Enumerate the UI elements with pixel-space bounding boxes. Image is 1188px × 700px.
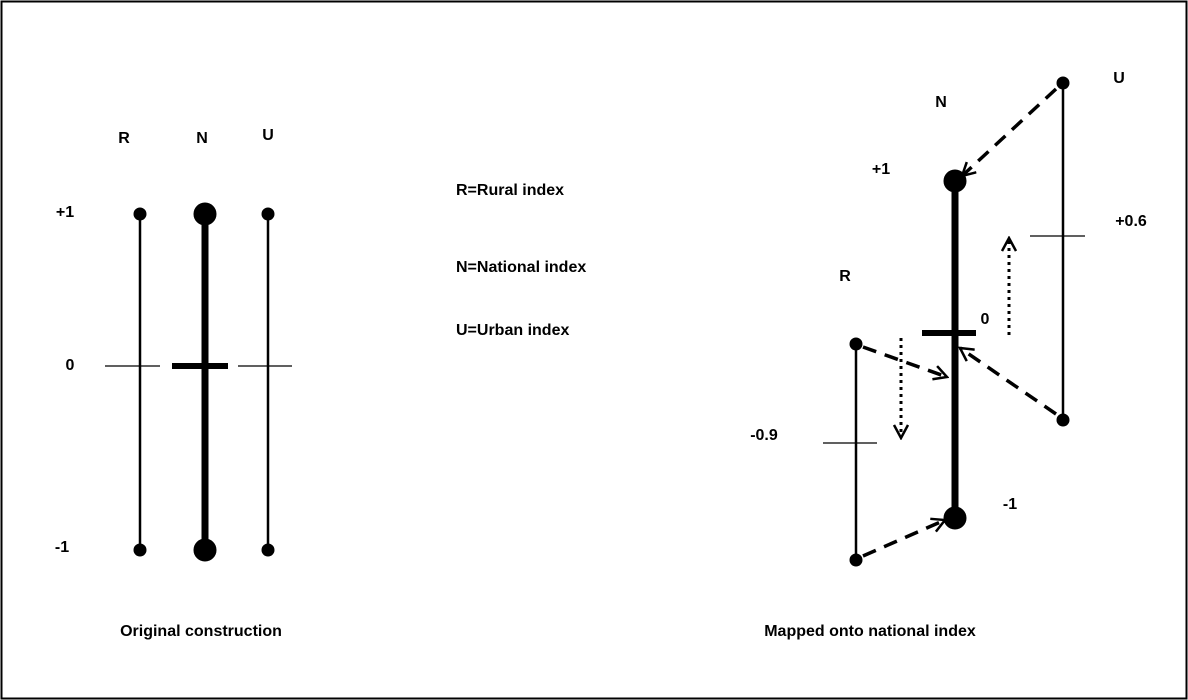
label: N	[935, 94, 947, 111]
legend-entry: N=National index	[456, 259, 586, 276]
tick-label: -1	[1003, 496, 1017, 513]
dot	[193, 202, 217, 226]
tick-label: +1	[872, 161, 890, 178]
caption: Mapped onto national index	[764, 623, 976, 640]
tick-label: +1	[56, 204, 74, 221]
tick-label: +0.6	[1115, 213, 1147, 230]
legend-entry: U=Urban index	[456, 322, 569, 339]
tick-label: 0	[66, 357, 75, 374]
dot	[261, 543, 275, 557]
dot	[133, 207, 147, 221]
dashed-arrow	[960, 348, 1057, 416]
dot	[193, 538, 217, 562]
legend-entry: R=Rural index	[456, 182, 564, 199]
caption: Original construction	[120, 623, 282, 640]
dot	[133, 543, 147, 557]
dashed-arrow	[862, 345, 947, 377]
tick-label: -0.9	[750, 427, 778, 444]
dot	[849, 553, 863, 567]
dashed-arrow	[862, 520, 945, 558]
original-construction	[105, 202, 292, 562]
label: R	[839, 268, 851, 285]
tick-label: 0	[981, 311, 990, 328]
dot	[261, 207, 275, 221]
label: N	[196, 130, 208, 147]
tick-label: -1	[55, 539, 69, 556]
dot	[849, 337, 863, 351]
dot	[943, 506, 967, 530]
mapped-construction	[823, 76, 1085, 567]
label: U	[262, 127, 274, 144]
label: R	[118, 130, 130, 147]
dot	[1056, 76, 1070, 90]
dashed-arrow	[962, 87, 1058, 176]
label: U	[1113, 70, 1125, 87]
dot	[1056, 413, 1070, 427]
